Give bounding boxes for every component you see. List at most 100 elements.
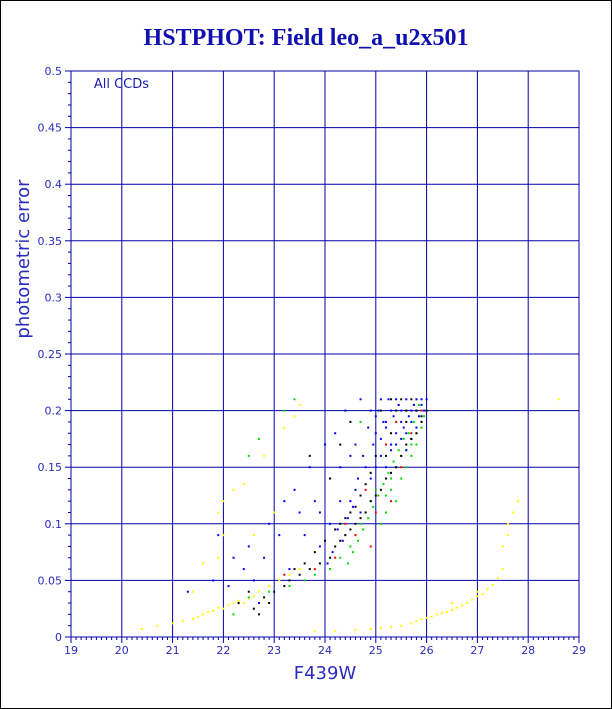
data-point [319,511,321,513]
data-point [367,517,369,519]
data-point [339,444,341,446]
data-point [395,466,397,468]
data-point [283,500,285,502]
data-point [385,478,387,480]
data-point [253,534,255,536]
data-point [400,421,402,423]
data-point [334,630,336,632]
data-point [304,534,306,536]
data-point [283,574,285,576]
data-point [248,591,250,593]
data-point [238,600,240,602]
data-point [456,607,458,609]
data-point [314,630,316,632]
data-point [421,410,423,412]
data-point [380,438,382,440]
data-point [410,444,412,446]
x-tick-label: 24 [318,644,332,657]
data-point [370,500,372,502]
data-point [372,506,374,508]
y-tick-label: 0.05 [38,574,63,587]
data-point [339,523,341,525]
data-point [243,483,245,485]
data-point [410,438,412,440]
data-point [360,523,362,525]
data-point [327,562,329,564]
data-point [329,557,331,559]
data-point [375,511,377,513]
data-point [268,523,270,525]
data-point [367,427,369,429]
data-point [415,427,417,429]
data-point [408,432,410,434]
data-point [141,628,143,630]
data-point [253,579,255,581]
y-tick-label: 0 [55,631,62,644]
data-point [390,410,392,412]
data-point [349,421,351,423]
data-point [390,432,392,434]
x-tick-label: 29 [572,644,586,657]
data-point [248,545,250,547]
data-point [403,427,405,429]
data-point [385,495,387,497]
data-point [347,517,349,519]
y-tick-label: 0.3 [45,291,63,304]
data-point [370,545,372,547]
data-point [421,415,423,417]
data-point [405,432,407,434]
data-point [344,517,346,519]
data-point [299,404,301,406]
data-point [233,489,235,491]
data-point [410,432,412,434]
data-point [421,404,423,406]
data-point [288,574,290,576]
data-point [329,478,331,480]
y-tick-label: 0.35 [38,235,63,248]
data-point [400,438,402,440]
data-point [421,421,423,423]
data-point [385,466,387,468]
data-point [268,591,270,593]
data-point [395,421,397,423]
data-point [202,562,204,564]
data-point [329,568,331,570]
data-point [375,455,377,457]
x-tick-label: 25 [369,644,383,657]
data-point [268,602,270,604]
data-point [405,398,407,400]
data-point [390,500,392,502]
data-point [476,595,478,597]
data-point [415,620,417,622]
data-point [258,602,260,604]
data-point [283,585,285,587]
data-point [319,545,321,547]
data-point [258,613,260,615]
data-point [268,585,270,587]
data-point [360,398,362,400]
data-point [334,545,336,547]
data-point [233,557,235,559]
data-point [354,523,356,525]
data-point [339,540,341,542]
data-point [314,500,316,502]
data-point [354,506,356,508]
data-point [248,455,250,457]
data-point [334,557,336,559]
data-point [423,415,425,417]
data-point [192,591,194,593]
data-point [349,528,351,530]
data-point [370,478,372,480]
data-point [344,523,346,525]
data-point [512,511,514,513]
data-point [377,410,379,412]
data-point [400,410,402,412]
data-point [365,466,367,468]
data-point [481,593,483,595]
data-point [334,528,336,530]
data-point [344,534,346,536]
data-point [283,427,285,429]
data-point [370,472,372,474]
data-point [390,398,392,400]
